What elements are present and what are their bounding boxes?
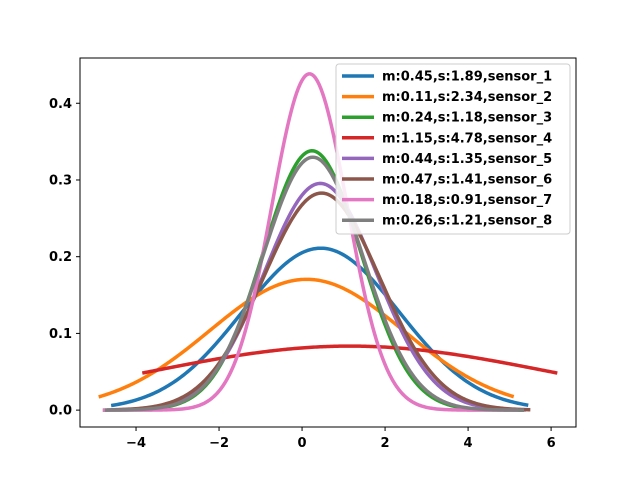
y-tick-label: 0.3: [49, 173, 72, 188]
legend-box: [335, 63, 571, 235]
y-tick-label: 0.2: [49, 250, 72, 265]
legend-label-6: m:0.47,s:1.41,sensor_6: [382, 173, 552, 188]
legend-label-3: m:0.24,s:1.18,sensor_3: [382, 111, 552, 126]
x-tick-label: 6: [547, 436, 556, 451]
legend-label-1: m:0.45,s:1.89,sensor_1: [382, 70, 552, 85]
series-line-7: [102, 72, 518, 412]
legend-label-4: m:1.15,s:4.78,sensor_4: [382, 131, 552, 146]
legend-label-2: m:0.11,s:2.34,sensor_2: [382, 90, 552, 105]
series-line-6: [111, 191, 531, 412]
x-tick-label: −4: [126, 436, 146, 451]
x-tick-label: 0: [298, 436, 307, 451]
y-axis: 0.0 0.1 0.2 0.3 0.4: [49, 97, 80, 419]
x-axis: −4 −2 0 2 4 6: [126, 427, 556, 451]
series-line-1: [110, 246, 529, 408]
series-line-2: [98, 277, 515, 399]
legend-label-7: m:0.18,s:0.91,sensor_7: [382, 193, 552, 208]
y-tick-label: 0.4: [49, 97, 72, 112]
x-tick-label: −2: [209, 436, 229, 451]
series-line-8: [104, 155, 525, 412]
y-tick-label: 0.0: [49, 404, 72, 419]
legend-label-5: m:0.44,s:1.35,sensor_5: [382, 152, 552, 167]
y-tick-label: 0.1: [49, 327, 72, 342]
series-curves: [98, 72, 558, 412]
x-tick-label: 2: [381, 436, 390, 451]
x-tick-label: 4: [464, 436, 473, 451]
legend-label-8: m:0.26,s:1.21,sensor_8: [382, 214, 552, 229]
series-line-4: [141, 344, 558, 375]
plot-frame: [79, 57, 577, 428]
legend: m:0.45,s:1.89,sensor_1 m:0.11,s:2.34,sens…: [335, 63, 571, 235]
